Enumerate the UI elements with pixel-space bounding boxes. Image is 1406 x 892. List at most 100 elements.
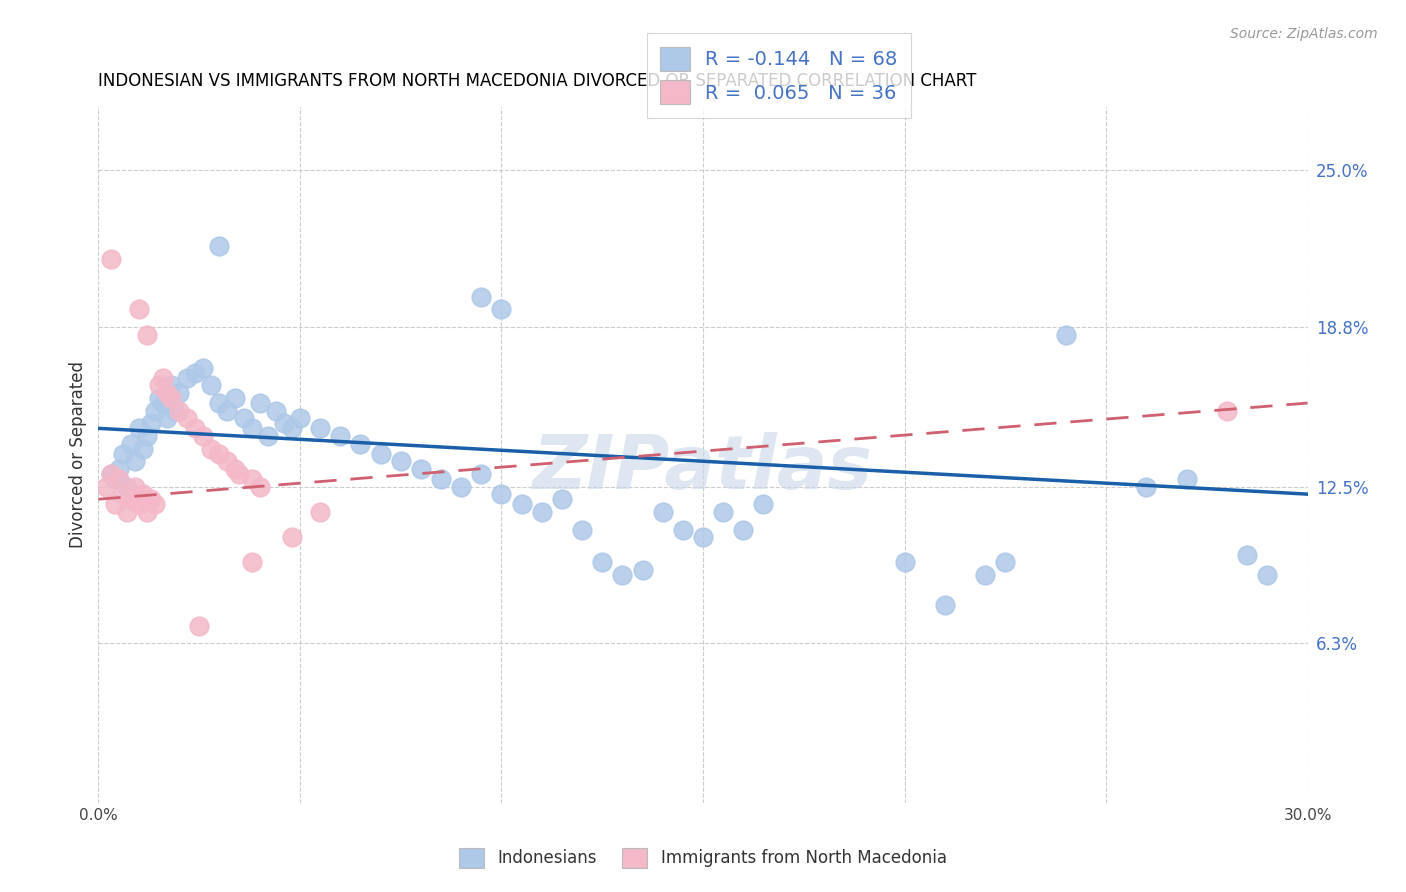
Point [752,497,775,511]
Point [1256,568,1278,582]
Point [1175,472,1198,486]
Text: INDONESIAN VS IMMIGRANTS FROM NORTH MACEDONIA DIVORCED OR SEPARATED CORRELATION : INDONESIAN VS IMMIGRANTS FROM NORTH MACE… [98,72,977,90]
Point [167,403,190,417]
Point [470,467,492,481]
Point [139,417,162,431]
Point [281,530,304,544]
Point [349,436,371,450]
Point [193,429,215,443]
Point [128,421,150,435]
Point [711,505,734,519]
Point [160,391,183,405]
Point [124,454,146,468]
Point [510,497,533,511]
Point [733,523,755,537]
Point [994,556,1017,570]
Point [100,252,122,266]
Point [107,472,129,486]
Point [115,479,138,493]
Point [329,429,352,443]
Point [156,411,179,425]
Point [491,487,513,501]
Text: Source: ZipAtlas.com: Source: ZipAtlas.com [1230,27,1378,41]
Point [240,472,263,486]
Point [143,497,166,511]
Point [217,454,239,468]
Point [152,370,174,384]
Point [288,411,311,425]
Point [184,366,207,380]
Point [893,556,915,570]
Point [120,492,142,507]
Point [591,556,613,570]
Point [200,378,222,392]
Point [672,523,695,537]
Point [167,386,190,401]
Point [249,396,271,410]
Point [974,568,997,582]
Point [148,391,170,405]
Point [228,467,250,481]
Point [240,421,263,435]
Point [184,421,207,435]
Point [430,472,453,486]
Point [224,462,246,476]
Point [96,479,118,493]
Point [281,421,304,435]
Point [208,396,231,410]
Point [200,442,222,456]
Point [256,429,278,443]
Point [111,487,134,501]
Point [135,429,157,443]
Point [470,290,492,304]
Point [264,403,287,417]
Point [124,479,146,493]
Point [107,462,129,476]
Point [309,505,332,519]
Point [135,327,157,342]
Point [692,530,714,544]
Point [208,447,231,461]
Point [409,462,432,476]
Point [551,492,574,507]
Point [1054,327,1077,342]
Point [934,599,956,613]
Point [530,505,553,519]
Point [1236,548,1258,562]
Point [193,360,215,375]
Point [139,492,162,507]
Point [232,411,254,425]
Point [450,479,472,493]
Point [491,302,513,317]
Point [389,454,412,468]
Point [115,505,138,519]
Point [163,403,186,417]
Point [128,302,150,317]
Point [132,487,155,501]
Point [309,421,332,435]
Y-axis label: Divorced or Separated: Divorced or Separated [69,361,87,549]
Point [188,618,211,632]
Point [571,523,593,537]
Point [208,239,231,253]
Point [631,563,654,577]
Point [370,447,392,461]
Point [156,386,179,401]
Point [651,505,673,519]
Point [176,370,198,384]
Point [249,479,271,493]
Point [111,447,134,461]
Point [612,568,634,582]
Point [176,411,198,425]
Point [128,497,150,511]
Point [240,556,263,570]
Point [224,391,246,405]
Point [132,442,155,456]
Point [100,467,122,481]
Point [143,403,166,417]
Point [148,378,170,392]
Point [103,497,125,511]
Point [1216,403,1239,417]
Point [217,403,239,417]
Text: ZIPatlas: ZIPatlas [533,433,873,506]
